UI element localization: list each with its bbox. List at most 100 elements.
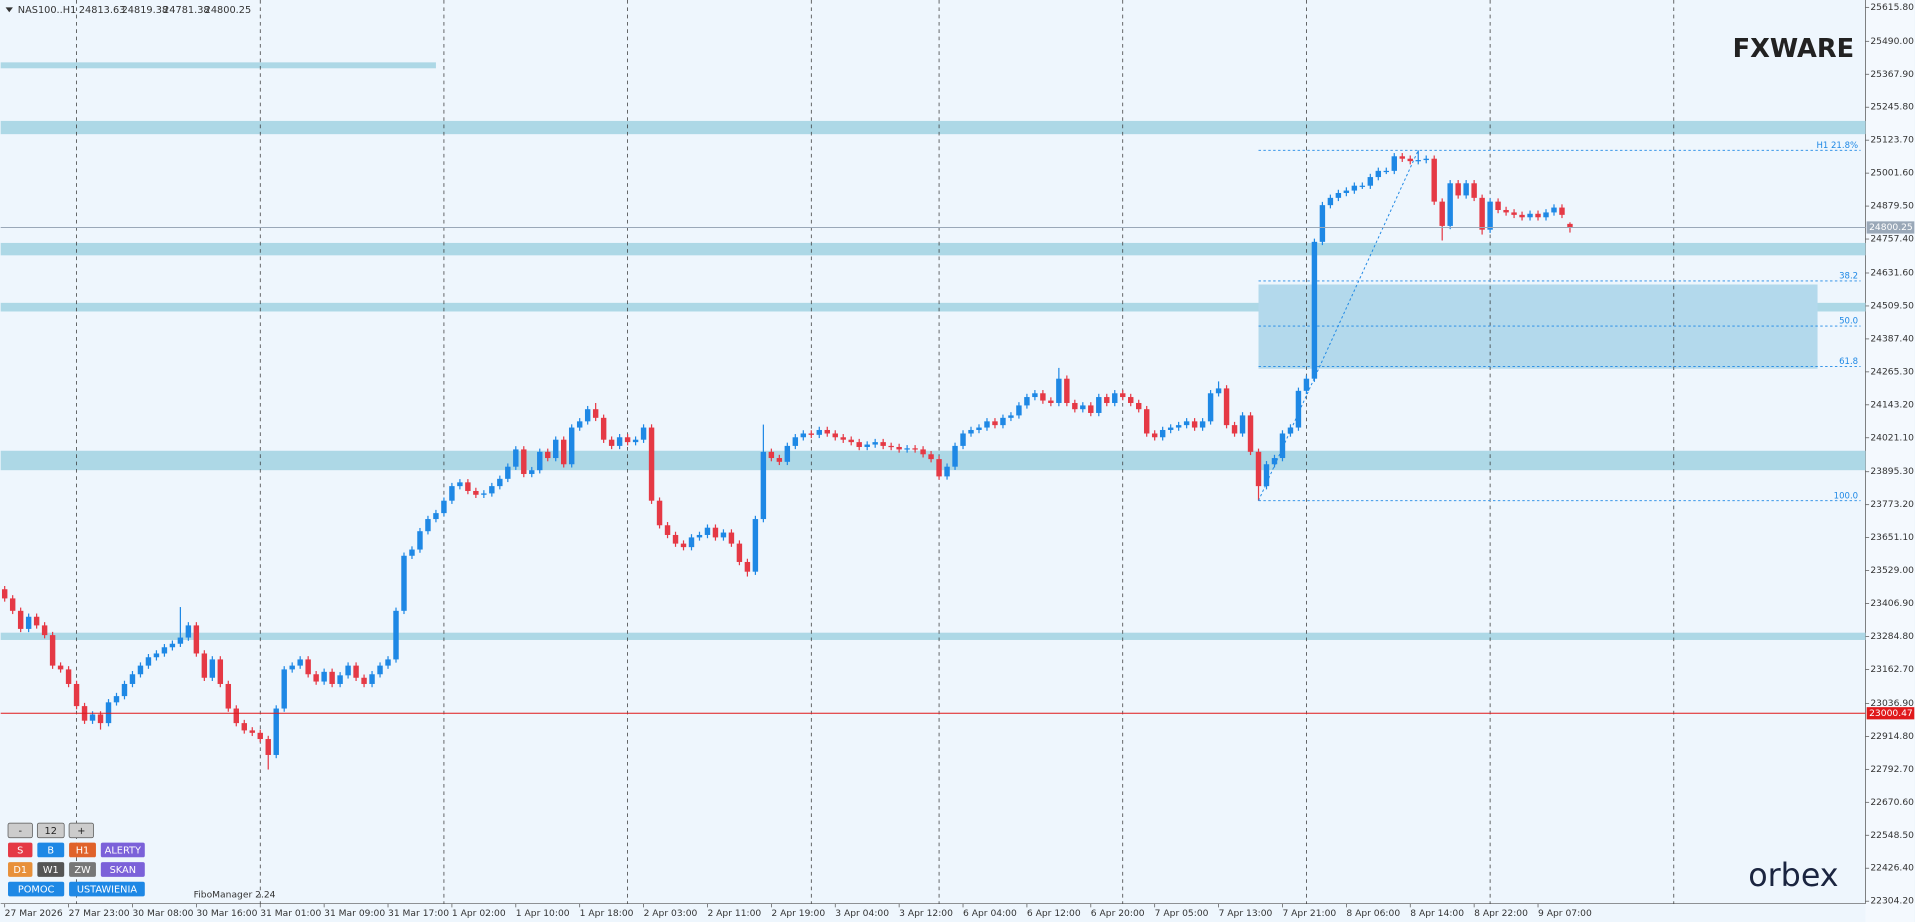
zone <box>0 120 1866 135</box>
candle-body <box>265 739 271 755</box>
candle-body <box>848 439 854 443</box>
candle-body <box>1303 378 1310 391</box>
candle-body <box>592 409 599 418</box>
x-tick-label: 31 Mar 17:00 <box>388 909 449 919</box>
x-tick-label: 31 Mar 09:00 <box>324 909 385 919</box>
candle-body <box>465 482 471 491</box>
candle-body <box>896 446 902 450</box>
button-face <box>8 842 33 858</box>
candle-body <box>49 635 56 666</box>
candle-body <box>1527 213 1533 218</box>
candle-body <box>441 500 447 514</box>
candle-body <box>1343 190 1350 193</box>
candle-body <box>73 683 80 707</box>
candle-body <box>1231 425 1238 434</box>
button-label: S <box>17 846 23 857</box>
candle-body <box>968 429 974 434</box>
candle-body <box>912 448 918 450</box>
candle-body <box>736 543 743 562</box>
price-tag <box>1866 707 1915 720</box>
candle-body <box>153 653 160 658</box>
button-label: ZW <box>74 865 91 876</box>
candle-body <box>329 671 335 684</box>
x-tick-label: 2 Apr 19:00 <box>771 909 825 919</box>
button[interactable]: ZW <box>69 862 96 877</box>
y-tick-label: 22670.60 <box>1870 798 1914 808</box>
candle-body <box>648 427 655 501</box>
candle-body <box>481 493 487 495</box>
candle-body <box>273 708 279 755</box>
button-label: ALERTY <box>105 846 141 857</box>
button[interactable]: B <box>37 842 65 858</box>
button[interactable]: S <box>8 842 33 858</box>
x-tick-label: 27 Mar 23:00 <box>69 909 130 919</box>
candle-body <box>624 437 631 443</box>
candle-body <box>505 466 511 479</box>
button-face <box>37 862 65 877</box>
x-tick-label: 31 Mar 01:00 <box>260 909 321 919</box>
candle-body <box>1519 214 1525 218</box>
candle-body <box>1104 397 1110 403</box>
candle-body <box>1311 241 1318 379</box>
button-label: POMOC <box>18 885 55 896</box>
x-tick-label: 1 Apr 18:00 <box>580 909 634 919</box>
button-face <box>37 842 65 858</box>
y-tick-label: 24021.10 <box>1870 433 1914 443</box>
candle-body <box>632 439 639 443</box>
candle-body <box>1487 201 1493 230</box>
candle-body <box>952 445 958 467</box>
candle-body <box>1279 433 1286 459</box>
candle-body <box>1559 207 1565 215</box>
y-tick-label: 23406.90 <box>1870 599 1914 609</box>
candle-body <box>568 427 575 465</box>
candle-body <box>1391 156 1397 171</box>
axes: 25615.80 25490.00 25367.90 25245.80 25123.70… <box>4 3 1915 919</box>
candle-body <box>936 459 942 477</box>
button-face <box>69 881 145 897</box>
candle-body <box>313 674 319 682</box>
x-tick-label: 30 Mar 08:00 <box>132 909 193 919</box>
x-tick-label: 7 Apr 05:00 <box>1155 909 1209 919</box>
zone <box>0 450 1866 471</box>
button[interactable]: + <box>68 822 94 839</box>
y-tick-label: 23036.90 <box>1870 699 1914 709</box>
button[interactable]: ALERTY <box>100 842 145 858</box>
x-tick-label: 30 Mar 16:00 <box>196 909 257 919</box>
candle-body <box>521 449 527 474</box>
candle-body <box>1535 213 1541 218</box>
candle-body <box>145 657 152 666</box>
button[interactable]: W1 <box>37 862 65 877</box>
candle-body <box>752 519 759 572</box>
menu-arrow[interactable] <box>5 7 13 13</box>
candle-body <box>497 478 503 487</box>
drawings <box>0 62 1866 640</box>
candle-body <box>920 449 926 455</box>
fibo-label: 38.2 <box>1839 272 1858 282</box>
candle-body <box>1319 205 1326 242</box>
button[interactable]: H1 <box>69 842 96 858</box>
candle-body <box>784 445 791 462</box>
x-tick-label: 9 Apr 07:00 <box>1538 909 1592 919</box>
overlays: H1 21.8% 38.2 50.0 61.8 100.0 <box>0 141 1866 714</box>
button[interactable]: USTAWIENIA <box>69 881 145 897</box>
y-tick-label: 24631.60 <box>1870 268 1914 278</box>
candle-body <box>545 451 551 459</box>
candle-body <box>257 732 263 740</box>
candle-body <box>9 598 16 611</box>
candle-body <box>41 625 48 636</box>
candle-body <box>529 470 535 474</box>
candle-body <box>1327 197 1334 206</box>
candle-body <box>1471 183 1477 198</box>
candle-body <box>1423 158 1429 161</box>
button[interactable]: D1 <box>8 862 33 877</box>
candle-body <box>169 643 176 648</box>
button[interactable]: SKAN <box>100 862 145 877</box>
button[interactable]: - <box>7 822 33 839</box>
button[interactable]: 12 <box>36 822 65 839</box>
candle-body <box>1407 158 1413 162</box>
y-tick-label: 24143.20 <box>1870 400 1914 410</box>
x-tick-label: 7 Apr 13:00 <box>1219 909 1273 919</box>
button[interactable]: POMOC <box>8 881 65 897</box>
candle-body <box>377 665 383 675</box>
x-tick-label: 8 Apr 22:00 <box>1474 909 1528 919</box>
